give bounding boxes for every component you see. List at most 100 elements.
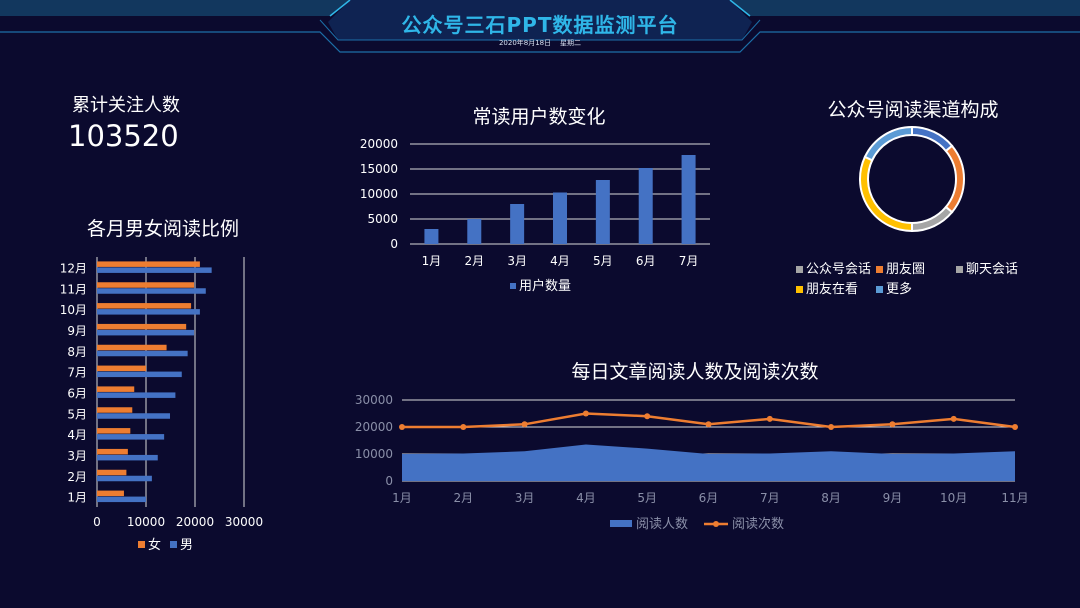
kpi-value: 103520	[68, 119, 179, 153]
line-point	[1012, 424, 1018, 430]
bar-male	[97, 454, 158, 461]
y-tick-label: 30000	[355, 393, 393, 407]
y-tick-label: 9月	[67, 324, 87, 338]
y-tick-label: 20000	[355, 420, 393, 434]
x-tick-label: 5月	[593, 254, 613, 268]
y-tick-label: 15000	[360, 162, 398, 176]
donut-slice	[859, 155, 913, 233]
line-point	[521, 421, 528, 428]
bar	[681, 155, 696, 244]
weekday-text: 星期二	[560, 39, 582, 47]
legend-label: 女	[148, 537, 161, 553]
legend-swatch	[796, 286, 803, 293]
legend-label: 聊天会话	[966, 262, 1018, 277]
header: 公众号三石PPT数据监测平台 2020年8月18日 星期二	[0, 0, 1080, 64]
bar-female	[97, 386, 135, 392]
bar-male	[97, 309, 200, 315]
bar	[638, 168, 653, 244]
bar-female	[97, 428, 131, 434]
chart-title: 每日文章阅读人数及阅读次数	[571, 361, 818, 383]
x-tick-label: 0	[93, 515, 101, 529]
daily-read-chart: 每日文章阅读人数及阅读次数 0 10000 20000 30000 1月 2月 3月 4月 5月 6…	[355, 361, 1029, 532]
x-tick-label: 7月	[760, 491, 780, 505]
x-tick-label: 7月	[679, 254, 699, 268]
bar-female	[97, 490, 124, 497]
x-tick-label: 1月	[422, 254, 442, 268]
bar-female	[97, 407, 133, 413]
bar-female	[97, 448, 128, 455]
legend-label: 公众号会话	[806, 262, 871, 277]
y-tick-label: 1月	[67, 491, 87, 505]
legend-swatch	[510, 283, 516, 289]
bar-female	[97, 282, 195, 288]
legend-swatch	[170, 541, 177, 548]
y-tick-label: 2月	[67, 470, 87, 484]
chart-title: 各月男女阅读比例	[87, 218, 239, 240]
legend-swatch	[138, 541, 145, 548]
x-tick-label: 5月	[637, 491, 657, 505]
y-tick-label: 0	[385, 474, 393, 488]
y-tick-label: 0	[390, 237, 398, 251]
kpi-label: 累计关注人数	[72, 95, 180, 116]
bar	[595, 180, 610, 244]
legend-label: 更多	[886, 281, 912, 297]
header-date: 2020年8月18日 星期二	[0, 38, 1080, 48]
page-title: 公众号三石PPT数据监测平台	[401, 13, 679, 37]
line-point	[460, 424, 467, 430]
chart-title: 公众号阅读渠道构成	[827, 99, 998, 121]
bar-female	[97, 261, 200, 267]
line-point	[766, 415, 773, 422]
x-tick-label: 10000	[127, 515, 165, 529]
legend-swatch	[876, 266, 883, 273]
legend-swatch	[956, 266, 963, 273]
regular-users-chart: 常读用户数变化 0 5000 10000 15000 20000 1月 2月 3月 4月 5月 6月 7…	[360, 106, 710, 294]
bar-male	[97, 267, 212, 273]
bar-male	[97, 496, 146, 503]
legend-swatch	[610, 520, 632, 527]
bar-male	[97, 475, 152, 482]
y-tick-label: 20000	[360, 137, 398, 151]
donut-slice	[911, 125, 954, 153]
line-point	[950, 415, 957, 422]
line-point	[582, 410, 589, 417]
legend-label: 用户数量	[519, 278, 571, 294]
bar-male	[97, 288, 206, 294]
bar-female	[97, 303, 192, 309]
x-tick-label: 1月	[392, 491, 412, 505]
x-tick-label: 2月	[464, 254, 484, 268]
y-tick-label: 10000	[360, 187, 398, 201]
y-tick-label: 7月	[67, 366, 87, 380]
x-tick-label: 8月	[821, 491, 841, 505]
x-tick-label: 20000	[176, 515, 214, 529]
bar	[553, 192, 567, 244]
y-tick-label: 12月	[60, 261, 87, 275]
bar-male	[97, 329, 195, 336]
legend-label: 朋友圈	[886, 261, 925, 277]
legend-label: 男	[180, 538, 193, 553]
bar	[467, 219, 482, 244]
x-tick-label: 2月	[453, 491, 473, 505]
y-tick-label: 5000	[367, 212, 398, 226]
legend-label: 阅读人数	[636, 517, 688, 532]
bar-male	[97, 350, 188, 357]
area-series	[402, 444, 1015, 481]
line-point	[705, 421, 712, 428]
y-tick-label: 3月	[67, 449, 87, 463]
bar-female	[97, 344, 167, 351]
legend-swatch	[713, 521, 719, 527]
header-frame	[0, 0, 1080, 53]
bar-male	[97, 371, 182, 378]
bar-female	[97, 469, 127, 476]
y-tick-label: 10000	[355, 447, 393, 461]
line-point	[828, 424, 835, 430]
y-tick-label: 5月	[67, 407, 87, 421]
bar-male	[97, 434, 165, 440]
bar-female	[97, 323, 187, 330]
line-point	[644, 413, 651, 420]
y-tick-label: 4月	[67, 428, 87, 442]
x-tick-label: 3月	[515, 491, 535, 505]
x-tick-label: 6月	[636, 254, 656, 268]
y-tick-label: 8月	[67, 345, 87, 359]
chart-title: 常读用户数变化	[472, 106, 605, 128]
